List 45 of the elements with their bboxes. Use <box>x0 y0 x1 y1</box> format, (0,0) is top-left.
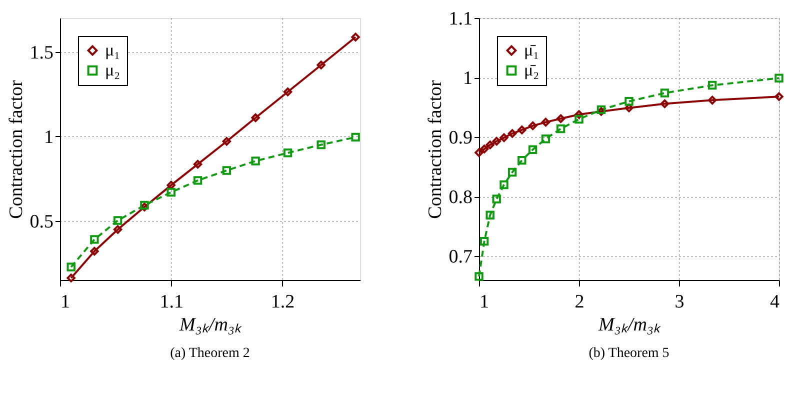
point <box>113 225 122 234</box>
x-tick-label: 1 <box>480 292 489 312</box>
y-tick-label: 1.5 <box>30 42 54 64</box>
point <box>113 216 122 225</box>
y-tick-label: 0.8 <box>448 187 472 208</box>
point <box>166 188 176 197</box>
point <box>251 113 260 122</box>
y-axis-title: Contraction factor <box>424 79 446 219</box>
point <box>283 88 292 96</box>
x-tick-label: 3 <box>674 292 684 312</box>
x-tick-label: 1.2 <box>270 292 295 312</box>
legend-label: μ₂ <box>105 60 120 80</box>
point <box>222 166 232 175</box>
x-tick-label: 4 <box>770 292 780 312</box>
legend-label: μ₁ <box>105 40 120 60</box>
point <box>316 60 326 70</box>
y-axis-title: Contraction factor <box>6 79 27 219</box>
point <box>316 140 326 150</box>
legend-label: μ̄₁ <box>524 40 540 60</box>
point <box>351 132 360 142</box>
text: (a) Theorem 2 <box>170 346 250 361</box>
point <box>90 246 99 256</box>
point <box>351 32 360 42</box>
y-tick-label: 0.9 <box>448 128 472 149</box>
point <box>251 156 260 166</box>
point <box>193 160 202 169</box>
point <box>283 148 292 158</box>
x-tick-label: 1.1 <box>160 292 184 312</box>
y-tick-label: 0.5 <box>30 211 54 232</box>
point <box>66 262 76 272</box>
x-axis-title: M₃ₖ/m₃ₖ <box>178 314 243 336</box>
legend-label: μ̄₂ <box>524 60 540 80</box>
point <box>222 137 232 146</box>
point <box>166 180 176 190</box>
y-tick-label: 1 <box>463 68 472 90</box>
point <box>193 176 202 185</box>
x-tick-label: 1 <box>60 292 70 312</box>
y-tick-label: 1 <box>44 126 54 148</box>
point <box>66 274 76 282</box>
point <box>90 235 99 244</box>
y-tick-label: 0.7 <box>448 246 472 268</box>
y-tick-label: 1.1 <box>448 8 472 30</box>
x-tick-label: 2 <box>574 292 584 312</box>
text: (b) Theorem 5 <box>588 346 670 361</box>
x-axis-title: M₃ₖ/m₃ₖ <box>597 314 662 336</box>
